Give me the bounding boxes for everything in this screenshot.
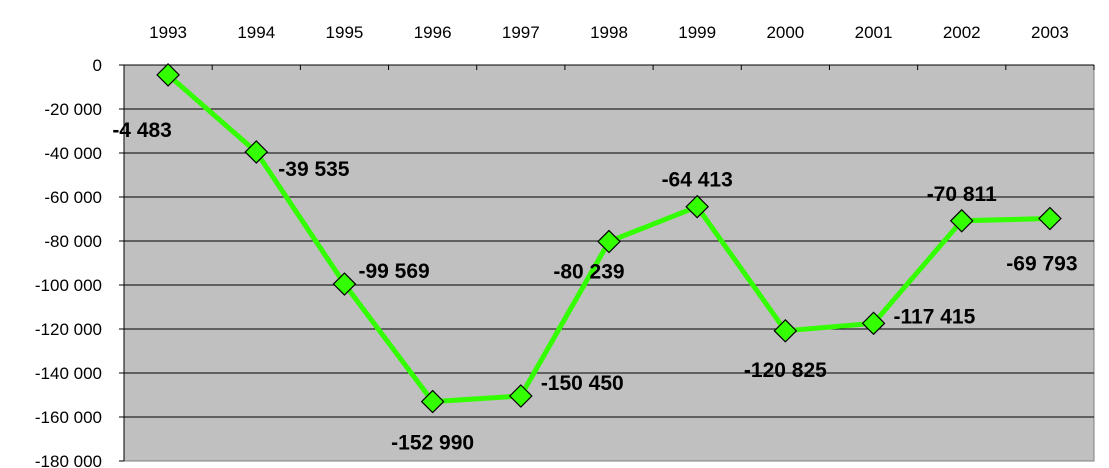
data-point bbox=[332, 272, 357, 296]
plot-area bbox=[123, 64, 1095, 462]
data-label: -152 990 bbox=[391, 432, 474, 455]
y-axis-ticks: 0 -20 000 -40 000 -60 000 -80 000 -100 000 -12… bbox=[35, 56, 124, 468]
axes bbox=[123, 64, 1094, 461]
x-tick-label: 1999 bbox=[678, 23, 716, 42]
data-labels: -4 483 -39 535 -99 569 -152 990 -150 450 -80 … bbox=[112, 119, 1077, 455]
data-label: -70 811 bbox=[927, 183, 997, 206]
y-tick-label: -140 000 bbox=[35, 364, 102, 383]
data-point bbox=[773, 318, 798, 343]
x-axis-ticks: 1993 1994 1995 1996 1997 1998 1999 2000 2001 2002… bbox=[123, 23, 1095, 70]
x-tick-label: 1998 bbox=[590, 23, 628, 42]
y-tick-label: -20 000 bbox=[44, 100, 102, 119]
data-point bbox=[1038, 206, 1062, 231]
y-tick-label: -40 000 bbox=[44, 144, 102, 163]
x-tick-label: 1994 bbox=[237, 23, 275, 42]
gridlines bbox=[124, 108, 1094, 418]
y-tick-label: -80 000 bbox=[44, 232, 102, 251]
x-tick-label: 2001 bbox=[855, 23, 893, 42]
data-label: -69 793 bbox=[1006, 253, 1077, 276]
data-point bbox=[685, 194, 710, 219]
data-label: -117 415 bbox=[894, 305, 976, 328]
data-point bbox=[861, 311, 886, 336]
data-label: -4 483 bbox=[112, 119, 172, 142]
y-tick-label: -60 000 bbox=[44, 188, 102, 207]
data-label: -150 450 bbox=[541, 372, 624, 395]
data-point bbox=[420, 389, 445, 414]
x-tick-label: 1995 bbox=[326, 23, 364, 42]
y-tick-label: -120 000 bbox=[35, 320, 102, 339]
y-tick-label: 0 bbox=[93, 56, 102, 75]
data-point bbox=[156, 63, 180, 87]
data-point bbox=[508, 384, 533, 408]
data-point bbox=[597, 229, 621, 254]
data-label: -64 413 bbox=[662, 169, 733, 192]
x-tick-label: 1996 bbox=[414, 23, 452, 42]
data-label: -99 569 bbox=[358, 260, 429, 283]
data-label: -39 535 bbox=[278, 158, 350, 181]
y-tick-label: -100 000 bbox=[35, 276, 102, 295]
x-tick-label: 1997 bbox=[502, 23, 540, 42]
x-tick-label: 2000 bbox=[766, 23, 804, 42]
x-tick-label: 1993 bbox=[149, 23, 187, 42]
data-markers bbox=[156, 63, 1062, 414]
data-point bbox=[244, 140, 269, 164]
x-tick-label: 2003 bbox=[1031, 23, 1069, 42]
y-tick-label: -160 000 bbox=[35, 408, 102, 427]
data-label: -80 239 bbox=[553, 261, 624, 284]
data-label: -120 825 bbox=[744, 359, 827, 382]
x-tick-label: 2002 bbox=[943, 23, 981, 42]
data-point bbox=[949, 208, 974, 233]
y-tick-label: -180 000 bbox=[35, 452, 102, 468]
